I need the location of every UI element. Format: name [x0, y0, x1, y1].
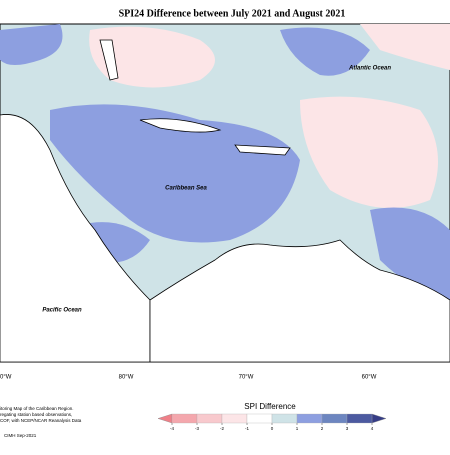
colorbar-tick-label: 4: [371, 426, 374, 431]
colorbar-bin: [321, 413, 348, 424]
colorbar-arrow: [371, 413, 387, 424]
colorbar-bin: [346, 413, 373, 424]
colorbar-bin: [296, 413, 323, 424]
longitude-label: 80°W: [119, 375, 134, 381]
land: [149, 239, 450, 363]
footer: itoring Map of the Caribbean Region. reg…: [0, 406, 82, 438]
colorbar-bin: [221, 413, 248, 424]
island: [234, 144, 291, 156]
ocean-label: Pacific Ocean: [42, 308, 82, 314]
blue-area: [280, 27, 370, 76]
colorbar-bin: [271, 413, 298, 424]
colorbar-arrow: [157, 413, 173, 424]
pink-area: [89, 26, 215, 88]
colorbar-tick-label: 3: [346, 426, 349, 431]
ocean-label: Atlantic Ocean: [348, 66, 391, 72]
blue-area: [0, 24, 63, 65]
colorbar-bin: [196, 413, 223, 424]
title: SPI24 Difference between July 2021 and A…: [119, 8, 346, 19]
colorbar-tick-label: -4: [170, 426, 174, 431]
colorbar-bin: [246, 413, 273, 424]
footer-line: itoring Map of the Caribbean Region.: [0, 406, 74, 411]
colorbar-tick-label: 0: [271, 426, 274, 431]
colorbar-tick-label: 2: [321, 426, 324, 431]
colorbar-bin: [171, 413, 198, 424]
colorbar-tick-label: -3: [195, 426, 199, 431]
legend-title: SPI Difference: [244, 402, 296, 411]
longitude-label: 0°W: [0, 375, 12, 381]
pink-area: [300, 96, 438, 208]
longitude-label: 60°W: [362, 375, 377, 381]
blue-area: [370, 207, 450, 300]
land: [99, 39, 119, 81]
footer-line: regating station based observations,: [0, 412, 72, 417]
island: [139, 118, 222, 133]
blue-area: [50, 104, 300, 243]
colorbar-tick-label: 1: [296, 426, 299, 431]
pink-area: [360, 24, 450, 70]
footer-line: COF, with NCEP/NCAR Reanalysis Data: [0, 418, 82, 423]
colorbar-tick-label: -1: [245, 426, 249, 431]
land: [0, 114, 151, 363]
longitude-label: 70°W: [239, 375, 254, 381]
map: Atlantic Ocean Caribbean Sea Pacific Oce…: [0, 23, 450, 363]
footer-credit: CIMH Sep-2021: [4, 433, 37, 438]
longitude-labels: 0°W 80°W 70°W 60°W: [0, 375, 377, 381]
colorbar-tick-label: -2: [220, 426, 224, 431]
ocean-label: Caribbean Sea: [165, 186, 207, 192]
